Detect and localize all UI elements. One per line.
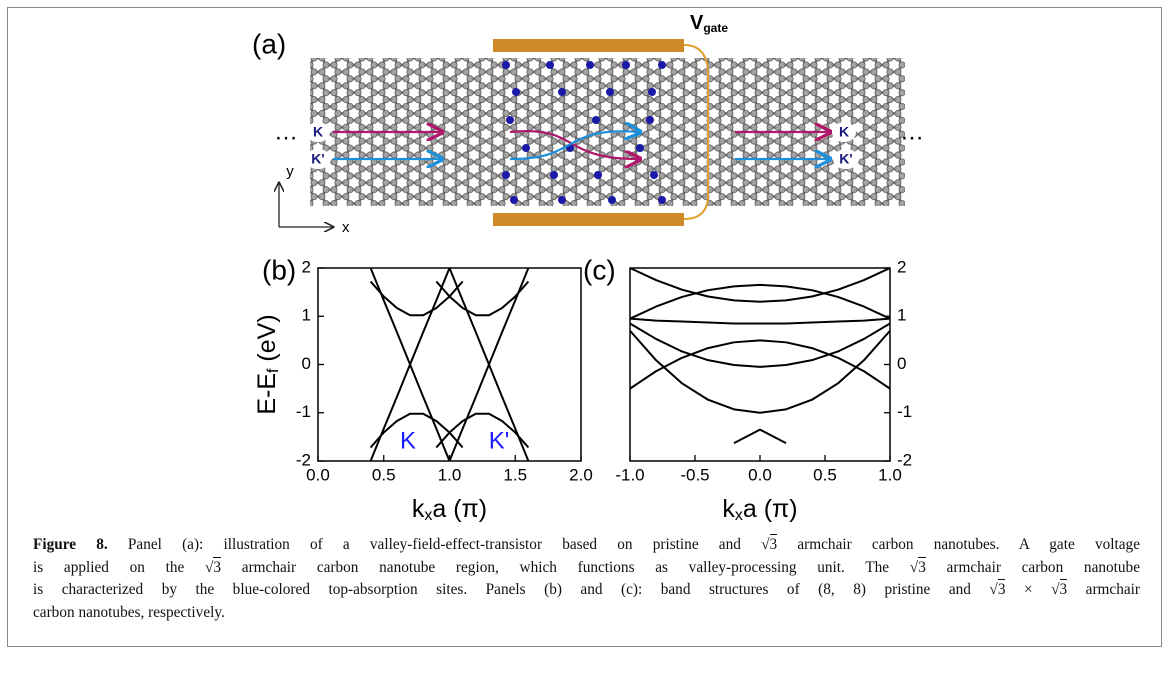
caption-text: is characterized by the blue-colored top… <box>33 581 990 598</box>
label-main: k <box>412 495 425 523</box>
x-axis-label: kxa (π) <box>412 495 487 525</box>
ellipsis: … <box>900 118 924 145</box>
x-tick-label: -1.0 <box>615 465 644 484</box>
radicand: 3 <box>997 579 1006 598</box>
label-rest: (eV) <box>253 314 281 368</box>
y-tick-label: -1 <box>296 402 311 421</box>
band-line <box>369 412 464 449</box>
x-tick-label: 0.0 <box>306 465 330 484</box>
band-line <box>435 412 530 449</box>
gate-main: V <box>690 12 704 34</box>
radicand: 3 <box>213 556 222 576</box>
panel-label: (a) <box>252 28 286 59</box>
label-main: E-E <box>253 373 281 415</box>
caption-text: Panel (a): illustration of a valley-fiel… <box>107 536 762 553</box>
caption-line: is characterized by the blue-colored top… <box>33 579 1140 602</box>
label-rest: a (π) <box>743 495 798 523</box>
radical: 3 <box>761 534 778 553</box>
y-tick-label: 2 <box>302 257 311 276</box>
x-tick-label: 2.0 <box>569 465 593 484</box>
gate-label: Vgate <box>690 12 728 35</box>
gate-sub: gate <box>703 21 728 35</box>
band-line <box>630 283 890 320</box>
caption-line: is applied on the 3 armchair carbon nano… <box>33 556 1140 580</box>
label-sub: f <box>265 368 282 373</box>
band-line <box>630 330 890 414</box>
x-tick-label: 1.0 <box>878 465 902 484</box>
radicand: 3 <box>918 556 926 576</box>
x-tick-label: 1.0 <box>438 465 462 484</box>
band-line <box>630 339 890 390</box>
caption-text: armchair carbon nanotube <box>925 558 1140 576</box>
chart-panel: 0.0 0.5 1.0 1.5 2.0 -2 -1 0 1 2 (b) kxa (π) E-Ef (eV… <box>253 254 593 524</box>
caption-text: armchair carbon nanotubes. A gate voltag… <box>777 536 1140 553</box>
panel-label: (c) <box>583 254 616 285</box>
caption-text: armchair <box>1067 581 1141 598</box>
caption-label: Figure 8. <box>33 536 108 553</box>
panel-label: (b) <box>262 254 296 285</box>
y-tick-label: -2 <box>897 450 912 469</box>
valley-label: K <box>313 124 323 140</box>
panel-a: (a) Vgate K K' K K' … … y x <box>252 12 924 236</box>
chart-panel: -1.0 -0.5 0.0 0.5 1.0-2 -1 0 1 2 (c) kxa (π) <box>583 254 912 524</box>
x-tick-label: 0.5 <box>813 465 837 484</box>
valley-arrows <box>333 131 830 159</box>
y-tick-label: 0 <box>897 354 906 373</box>
band-line <box>369 268 451 461</box>
radical: 3 <box>205 556 222 576</box>
x-axis-label: kxa (π) <box>722 495 797 525</box>
band-line <box>733 428 787 445</box>
label-main: k <box>722 495 735 523</box>
y-tick-label: -2 <box>296 450 311 469</box>
ellipsis: … <box>274 118 298 145</box>
radical: 3 <box>910 556 926 576</box>
x-tick-label: 0.0 <box>748 465 772 484</box>
gate-bottom <box>493 213 684 226</box>
valley-label: K' <box>839 151 852 167</box>
valley-annotation: K' <box>489 427 510 454</box>
band-line <box>630 268 890 303</box>
figure-frame <box>7 7 1162 647</box>
figure: (a) Vgate K K' K K' … … y x 0.0 0.5 1.0 1.5… <box>252 12 924 524</box>
axis-name: x <box>342 219 350 236</box>
valley-label: K <box>839 124 849 140</box>
band-line <box>435 280 530 317</box>
radicand: 3 <box>769 534 778 553</box>
band-line <box>369 280 464 317</box>
band-line <box>630 322 890 368</box>
x-tick-label: -0.5 <box>680 465 709 484</box>
label-sub: x <box>735 507 743 524</box>
caption: Figure 8. Panel (a): illustration of a v… <box>33 534 1140 624</box>
radicand: 3 <box>1059 579 1068 598</box>
label-rest: a (π) <box>432 495 487 523</box>
caption-line: Figure 8. Panel (a): illustration of a v… <box>33 534 1140 557</box>
radical: 3 <box>1051 579 1068 598</box>
y-tick-label: -1 <box>897 402 912 421</box>
y-axis-label: E-Ef (eV) <box>253 314 283 414</box>
caption-line: carbon nanotubes, respectively. <box>33 602 1140 625</box>
caption-text: × <box>1005 581 1052 598</box>
y-tick-label: 1 <box>897 306 906 325</box>
gate-wire <box>683 44 709 220</box>
y-tick-label: 0 <box>302 354 311 373</box>
valley-annotation: K <box>400 427 416 454</box>
y-tick-label: 1 <box>302 306 311 325</box>
x-tick-label: 1.5 <box>503 465 527 484</box>
gate-top <box>493 39 684 52</box>
band-line <box>630 317 890 325</box>
adsorption-sites <box>502 61 666 204</box>
valley-label: K' <box>311 151 324 167</box>
caption-text: armchair carbon nanotube region, which f… <box>221 558 910 576</box>
caption-text: carbon nanotubes, respectively. <box>33 603 225 621</box>
label-sub: x <box>424 507 432 524</box>
x-tick-label: 0.5 <box>372 465 396 484</box>
band-line <box>448 268 530 461</box>
y-tick-label: 2 <box>897 257 906 276</box>
caption-text: is applied on the <box>33 558 206 576</box>
axis-name: y <box>286 163 294 180</box>
radical: 3 <box>989 579 1006 598</box>
